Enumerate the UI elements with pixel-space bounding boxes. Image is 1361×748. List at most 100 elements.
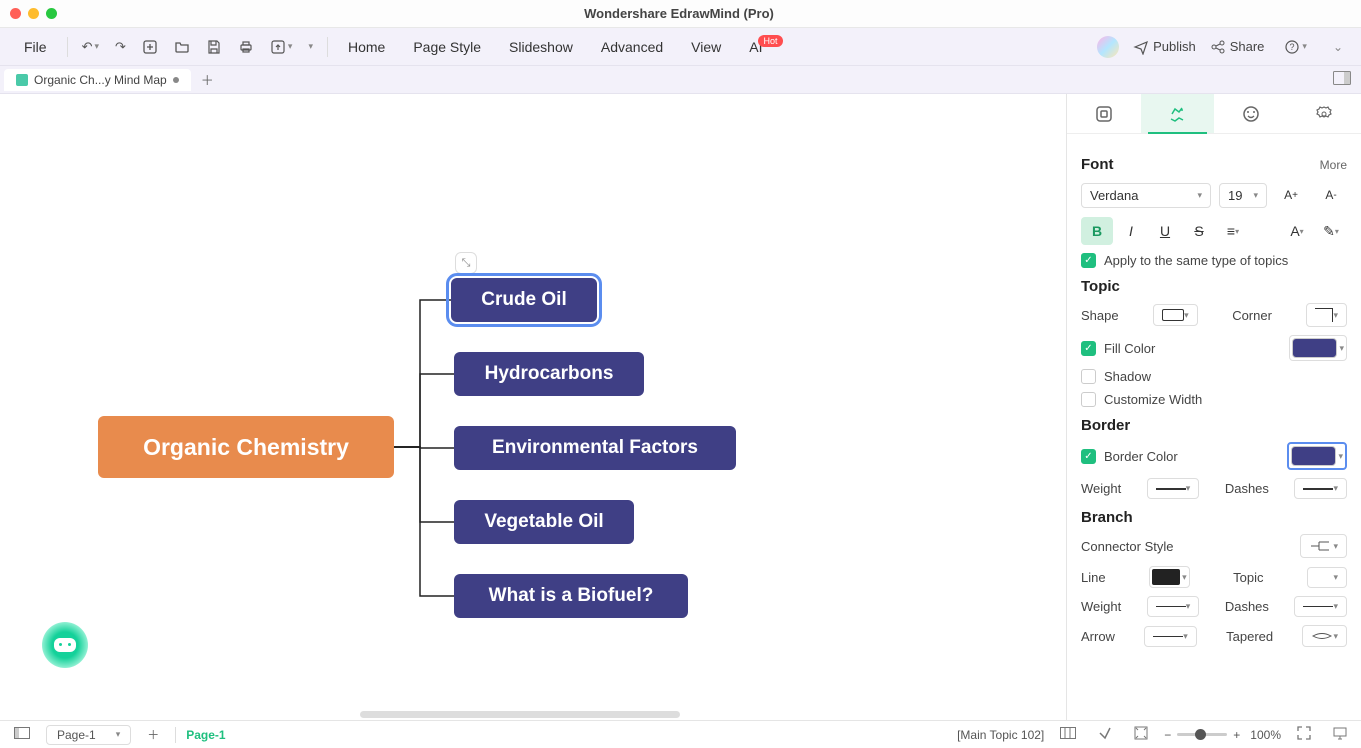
shape-label: Shape <box>1081 308 1119 323</box>
child-node[interactable]: Vegetable Oil <box>454 500 634 544</box>
open-button[interactable] <box>168 35 196 59</box>
font-more-link[interactable]: More <box>1320 158 1347 172</box>
menu-view[interactable]: View <box>679 35 733 59</box>
zoom-value[interactable]: 100% <box>1250 728 1281 742</box>
panel-tab-settings[interactable] <box>1288 94 1361 133</box>
border-dashes-label: Dashes <box>1225 481 1269 496</box>
border-weight-select[interactable]: ▾ <box>1147 478 1200 499</box>
root-node[interactable]: Organic Chemistry <box>98 416 394 478</box>
child-node[interactable]: What is a Biofuel? <box>454 574 688 618</box>
shape-select[interactable]: ▾ <box>1153 304 1198 326</box>
more-tools-button[interactable]: ▾ <box>302 37 319 56</box>
save-button[interactable] <box>200 35 228 59</box>
menu-ai[interactable]: AIHot <box>737 35 798 59</box>
shadow-checkbox[interactable] <box>1081 369 1096 384</box>
customize-width-checkbox[interactable] <box>1081 392 1096 407</box>
branch-line-color[interactable]: ▾ <box>1149 566 1190 588</box>
branch-arrow-select[interactable]: ▾ <box>1144 626 1197 647</box>
active-page-label[interactable]: Page-1 <box>186 728 225 742</box>
share-button[interactable]: Share <box>1210 39 1265 55</box>
add-page-button[interactable]: ＋ <box>141 724 165 745</box>
font-color-button[interactable]: A▾ <box>1281 217 1313 245</box>
bold-button[interactable]: B <box>1081 217 1113 245</box>
panel-tab-layout[interactable] <box>1067 94 1141 133</box>
menu-slideshow[interactable]: Slideshow <box>497 35 585 59</box>
document-tab[interactable]: Organic Ch...y Mind Map <box>4 69 191 91</box>
view-mode-1-icon[interactable] <box>1054 725 1082 744</box>
share-label: Share <box>1230 39 1265 54</box>
child-node[interactable]: Hydrocarbons <box>454 352 644 396</box>
child-label: Hydrocarbons <box>485 363 614 385</box>
branch-line-label: Line <box>1081 570 1106 585</box>
underline-button[interactable]: U <box>1149 217 1181 245</box>
strikethrough-button[interactable]: S <box>1183 217 1215 245</box>
font-size-value: 19 <box>1228 188 1242 203</box>
connector-style-select[interactable]: ▾ <box>1300 534 1347 558</box>
border-dashes-select[interactable]: ▾ <box>1294 478 1347 499</box>
panel-tab-style[interactable] <box>1141 94 1215 133</box>
new-button[interactable] <box>136 35 164 59</box>
publish-button[interactable]: Publish <box>1133 39 1196 55</box>
mindmap-canvas[interactable]: Organic Chemistry ⤡ Crude Oil Hydrocarbon… <box>0 94 1066 720</box>
font-size-select[interactable]: 19▾ <box>1219 183 1267 208</box>
child-label: Crude Oil <box>481 289 567 311</box>
branch-tapered-select[interactable]: ▾ <box>1302 625 1347 647</box>
child-node[interactable]: Environmental Factors <box>454 426 736 470</box>
outline-toggle-icon[interactable] <box>8 725 36 744</box>
add-tab-button[interactable]: ＋ <box>191 66 224 93</box>
align-button[interactable]: ≡▾ <box>1217 217 1249 245</box>
horizontal-scrollbar[interactable] <box>360 711 680 718</box>
presentation-icon[interactable] <box>1327 724 1353 745</box>
border-color-picker[interactable]: ▾ <box>1287 442 1347 470</box>
fill-color-picker[interactable]: ▾ <box>1289 335 1347 361</box>
font-family-select[interactable]: Verdana▾ <box>1081 183 1211 208</box>
border-color-checkbox[interactable]: ✓ <box>1081 449 1096 464</box>
font-increase-button[interactable]: A+ <box>1275 181 1307 209</box>
doc-icon <box>16 74 28 86</box>
menu-page-style[interactable]: Page Style <box>401 35 493 59</box>
undo-button[interactable]: ↶▾ <box>76 35 105 59</box>
branch-topic-select[interactable]: ▾ <box>1307 567 1347 588</box>
collapse-button[interactable]: ⌄ <box>1327 36 1349 58</box>
app-title: Wondershare EdrawMind (Pro) <box>57 6 1301 21</box>
menu-advanced[interactable]: Advanced <box>589 35 675 59</box>
corner-select[interactable]: ▾ <box>1306 303 1347 327</box>
file-menu[interactable]: File <box>12 35 59 59</box>
unsaved-indicator <box>173 77 179 83</box>
border-color-label: Border Color <box>1104 449 1178 464</box>
redo-button[interactable]: ↷ <box>109 35 132 59</box>
print-button[interactable] <box>232 35 260 59</box>
document-tabbar: Organic Ch...y Mind Map ＋ <box>0 66 1361 94</box>
ai-assistant-bubble[interactable] <box>42 622 88 668</box>
user-avatar[interactable] <box>1097 36 1119 58</box>
fill-color-checkbox[interactable]: ✓ <box>1081 341 1096 356</box>
panel-tabs <box>1067 94 1361 134</box>
panel-toggle-icon[interactable] <box>1333 71 1351 88</box>
child-label: What is a Biofuel? <box>489 585 654 607</box>
tab-label: Organic Ch...y Mind Map <box>34 73 167 87</box>
branch-weight-select[interactable]: ▾ <box>1147 596 1200 617</box>
node-handle-icon[interactable]: ⤡ <box>455 252 477 274</box>
zoom-out-button[interactable]: − <box>1164 728 1171 742</box>
export-button[interactable]: ▾ <box>264 35 299 59</box>
maximize-window[interactable] <box>46 8 57 19</box>
zoom-slider[interactable]: − + <box>1164 728 1240 742</box>
fit-page-icon[interactable] <box>1128 724 1154 745</box>
titlebar: Wondershare EdrawMind (Pro) <box>0 0 1361 28</box>
view-mode-2-icon[interactable] <box>1092 724 1118 745</box>
zoom-in-button[interactable]: + <box>1233 728 1240 742</box>
minimize-window[interactable] <box>28 8 39 19</box>
menu-home[interactable]: Home <box>336 35 397 59</box>
apply-same-checkbox[interactable]: ✓ <box>1081 253 1096 268</box>
italic-button[interactable]: I <box>1115 217 1147 245</box>
highlight-button[interactable]: ✎▾ <box>1315 217 1347 245</box>
panel-tab-icon[interactable] <box>1214 94 1288 133</box>
fullscreen-icon[interactable] <box>1291 724 1317 745</box>
close-window[interactable] <box>10 8 21 19</box>
branch-dashes-select[interactable]: ▾ <box>1294 596 1347 617</box>
help-button[interactable]: ?▾ <box>1278 35 1313 59</box>
page-select[interactable]: Page-1▾ <box>46 725 131 745</box>
connectors <box>0 94 1060 714</box>
child-node[interactable]: Crude Oil <box>451 278 597 322</box>
font-decrease-button[interactable]: A- <box>1315 181 1347 209</box>
